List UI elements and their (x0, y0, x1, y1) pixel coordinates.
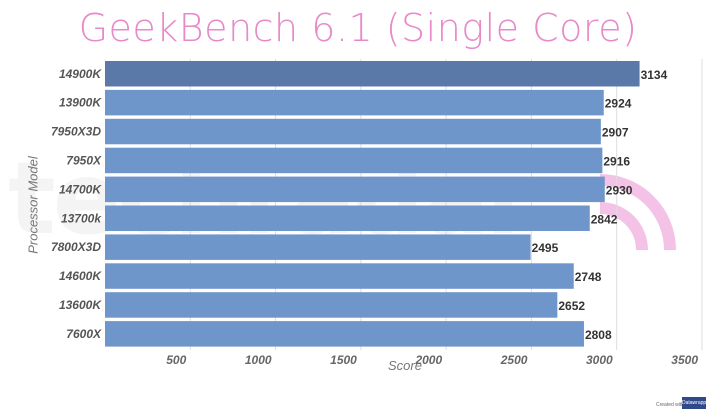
bar (105, 61, 640, 87)
bar (105, 147, 603, 174)
watermark-signal-icon (599, 174, 676, 251)
bar (105, 118, 601, 145)
x-axis-title: Score (388, 358, 422, 373)
x-tick-label: 3000 (586, 353, 613, 367)
bar (105, 176, 605, 203)
category-label: 13900K (59, 96, 102, 110)
category-label: 13600K (59, 298, 102, 312)
category-label: 14900K (59, 67, 102, 81)
category-label: 14600K (59, 269, 102, 283)
bar (105, 263, 574, 289)
value-label: 2748 (575, 270, 602, 284)
x-tick-label: 3500 (671, 353, 698, 367)
value-label: 2907 (602, 126, 629, 140)
value-label: 3134 (641, 68, 668, 82)
category-label: 14700K (59, 182, 102, 196)
bar (105, 89, 604, 116)
x-tick-label: 1000 (245, 353, 272, 367)
category-label: 7600X (66, 327, 102, 341)
chart-title: GeekBench 6.1 (Single Core) (78, 6, 638, 50)
bar (105, 205, 590, 231)
x-tick-label: 2000 (414, 353, 442, 367)
value-label: 2930 (606, 183, 633, 197)
credit-logo: Datawrapper (682, 397, 711, 409)
category-label: 7950X (66, 153, 102, 167)
value-label: 2842 (591, 212, 618, 226)
bar (105, 292, 558, 318)
value-label: 2808 (585, 328, 612, 342)
value-label: 2924 (605, 97, 632, 111)
category-label: 7950X3D (51, 125, 101, 139)
x-tick-label: 2500 (500, 353, 528, 367)
category-label: 7800X3D (51, 240, 101, 254)
category-label: 13700k (61, 211, 102, 225)
value-label: 2916 (603, 154, 630, 168)
bar (105, 234, 531, 260)
value-label: 2652 (558, 299, 585, 313)
x-tick-label: 500 (166, 353, 186, 367)
credit-text: Created with (656, 402, 685, 408)
value-label: 2495 (532, 241, 559, 255)
x-tick-label: 1500 (330, 353, 357, 367)
bar (105, 321, 584, 347)
